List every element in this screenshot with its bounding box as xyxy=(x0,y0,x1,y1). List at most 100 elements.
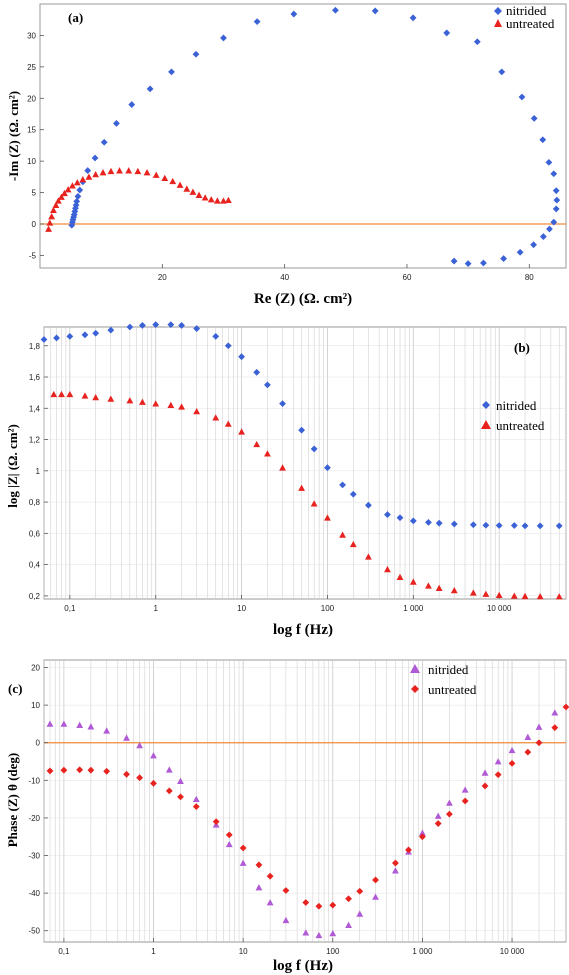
data-point-untreated xyxy=(212,818,220,826)
legend-a-untreated-marker xyxy=(494,19,502,27)
data-point-nitrided xyxy=(553,196,561,204)
data-point-untreated xyxy=(46,219,54,226)
data-point-nitrided xyxy=(550,218,558,226)
legend-c-nitrided-marker xyxy=(410,664,420,673)
data-point-nitrided xyxy=(481,769,489,776)
y-tick-label: 1,2 xyxy=(29,436,41,445)
data-point-untreated xyxy=(85,173,93,180)
data-point-untreated xyxy=(392,859,399,867)
data-point-untreated xyxy=(143,169,151,176)
data-point-nitrided xyxy=(46,720,54,727)
y-tick-label: 0,6 xyxy=(29,529,41,538)
data-point-untreated xyxy=(176,181,184,188)
data-point-untreated xyxy=(178,403,185,410)
y-tick-label: -10 xyxy=(28,776,40,785)
x-tick-label: 100 xyxy=(326,947,340,956)
data-point-nitrided xyxy=(253,368,261,376)
x-tick-label: 10 xyxy=(239,947,248,956)
data-point-nitrided xyxy=(365,501,372,509)
y-tick-label: 10 xyxy=(27,157,36,166)
data-point-nitrided xyxy=(136,741,144,749)
data-point-nitrided xyxy=(150,752,157,759)
x-tick-label: 1 xyxy=(153,604,158,613)
panel-b-letter: (b) xyxy=(514,340,530,355)
y-tick-label: 1,6 xyxy=(29,373,41,382)
data-point-nitrided xyxy=(339,481,346,489)
data-point-untreated xyxy=(495,591,503,598)
data-point-nitrided xyxy=(107,326,115,334)
data-point-nitrided xyxy=(535,723,543,730)
panel-a-ticks: 20 40 60 80 -5 0 5 10 15 20 25 30 xyxy=(27,31,534,282)
data-point-untreated xyxy=(123,770,130,778)
panel-c-ylabel: Phase (Z) θ (deg) xyxy=(5,753,20,848)
data-point-untreated xyxy=(69,182,76,189)
data-point-nitrided xyxy=(539,136,547,144)
data-point-untreated xyxy=(48,213,56,220)
panel-a-xlabel: Re (Z) (Ω. cm²) xyxy=(254,291,352,307)
data-point-untreated xyxy=(482,590,490,597)
y-tick-label: 15 xyxy=(27,126,36,135)
data-point-untreated xyxy=(92,393,100,401)
data-point-nitrided xyxy=(310,445,318,453)
data-point-untreated xyxy=(183,185,191,192)
data-point-untreated xyxy=(224,420,232,427)
data-point-nitrided xyxy=(225,840,233,848)
data-point-nitrided xyxy=(76,721,84,728)
panel-a-ylabel: -Im (Z) (Ω. cm²) xyxy=(6,91,21,181)
data-point-untreated xyxy=(50,206,57,214)
data-point-nitrided xyxy=(113,120,120,127)
data-point-untreated xyxy=(213,197,221,204)
y-tick-label: -5 xyxy=(29,251,37,260)
panel-c-points xyxy=(46,703,569,939)
data-point-nitrided xyxy=(409,517,417,525)
data-point-untreated xyxy=(238,428,245,435)
data-point-nitrided xyxy=(81,331,89,339)
data-point-nitrided xyxy=(72,204,79,212)
data-point-nitrided xyxy=(552,187,560,195)
data-point-untreated xyxy=(298,484,306,491)
data-point-untreated xyxy=(435,584,443,591)
x-tick-label: 10 000 xyxy=(487,604,512,613)
data-point-untreated xyxy=(60,766,68,774)
data-point-untreated xyxy=(409,578,417,585)
data-point-untreated xyxy=(279,464,286,471)
data-point-nitrided xyxy=(464,260,472,267)
data-point-untreated xyxy=(76,766,84,774)
legend-b-nitrided-marker xyxy=(482,401,490,409)
data-point-nitrided xyxy=(282,916,290,924)
data-point-nitrided xyxy=(126,323,134,331)
y-tick-label: 0,4 xyxy=(29,561,41,570)
data-point-untreated xyxy=(266,872,274,880)
data-point-nitrided xyxy=(53,334,60,342)
data-point-nitrided xyxy=(253,18,261,25)
data-point-untreated xyxy=(61,189,68,197)
x-tick-label: 0,1 xyxy=(64,604,76,613)
data-point-nitrided xyxy=(68,221,76,229)
data-point-untreated xyxy=(253,440,261,448)
data-point-untreated xyxy=(46,767,54,775)
data-point-nitrided xyxy=(152,321,160,329)
data-point-nitrided xyxy=(165,766,173,773)
data-point-untreated xyxy=(193,408,201,415)
data-point-untreated xyxy=(324,514,331,521)
data-point-untreated xyxy=(524,748,532,756)
data-point-untreated xyxy=(87,766,95,774)
data-point-nitrided xyxy=(384,511,391,518)
data-point-nitrided xyxy=(298,426,306,434)
data-point-nitrided xyxy=(482,521,490,529)
y-tick-label: 0,8 xyxy=(29,498,41,507)
data-point-untreated xyxy=(152,400,160,407)
y-tick-label: 30 xyxy=(27,31,36,40)
data-point-nitrided xyxy=(224,342,232,350)
data-point-untreated xyxy=(169,177,177,185)
x-tick-label: 10 xyxy=(237,604,246,613)
data-point-nitrided xyxy=(552,205,560,213)
data-point-untreated xyxy=(302,899,310,906)
data-point-untreated xyxy=(107,167,115,175)
data-point-nitrided xyxy=(60,720,68,727)
data-point-nitrided xyxy=(91,154,99,162)
y-tick-label: 20 xyxy=(31,664,40,673)
panel-b-points xyxy=(40,321,563,600)
data-point-nitrided xyxy=(480,259,487,267)
y-tick-label: 1,4 xyxy=(29,404,41,413)
